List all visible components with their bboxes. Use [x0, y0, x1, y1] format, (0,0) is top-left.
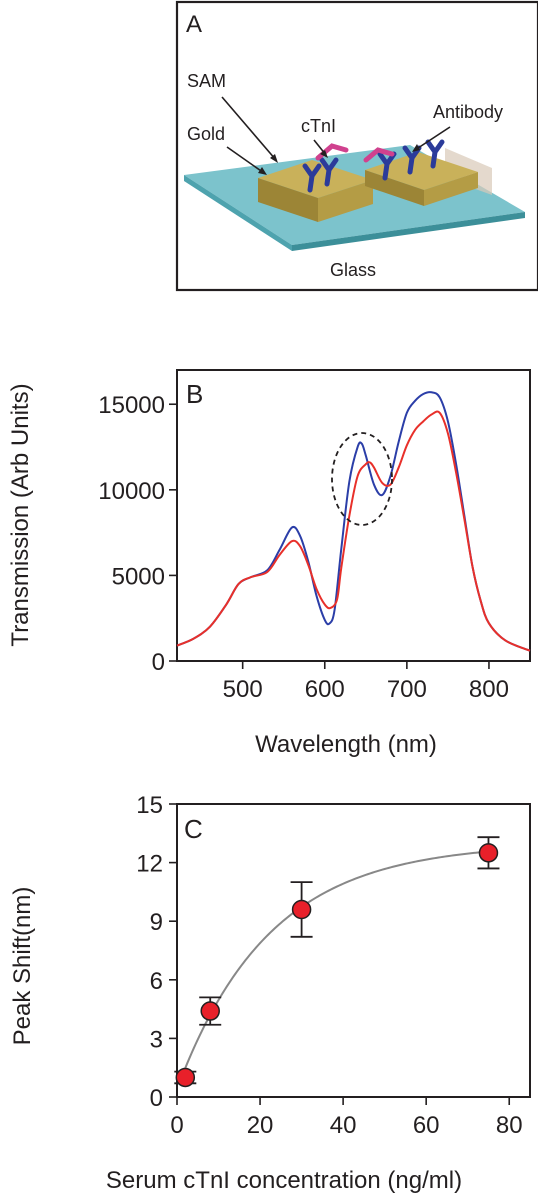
- panel-c-frame: [176, 803, 531, 1098]
- antibody-1: [302, 163, 322, 193]
- gold-block-1-left: [258, 178, 318, 222]
- label-sam: SAM: [187, 71, 226, 91]
- panel-a: A SAM cTnI: [175, 0, 538, 292]
- panel-c-ytick-label: 6: [150, 968, 163, 995]
- panel-c-ytick-label: 9: [150, 909, 163, 936]
- panel-b-xtick-label: 700: [387, 676, 427, 703]
- glass-slide-side-left: [184, 175, 292, 251]
- label-gold: Gold: [187, 124, 225, 144]
- panel-c-label: C: [184, 814, 203, 844]
- panel-b-ytick-label: 10000: [98, 478, 165, 505]
- gold-block-1-top: [258, 160, 373, 198]
- panel-b-xtick-label: 500: [223, 676, 263, 703]
- panel-c-points: [174, 836, 500, 1088]
- panel-c-ytick-label: 12: [136, 851, 163, 878]
- gold-block-1-right: [318, 180, 373, 222]
- panel-b-ylabel: Transmission (Arb Units): [7, 383, 34, 646]
- antibody-pointer: [414, 126, 451, 151]
- data-point-3: [291, 899, 312, 920]
- panel-c-xtick-label: 60: [413, 1112, 440, 1139]
- panel-b-frame: [176, 369, 531, 662]
- gold-pointer: [226, 146, 265, 174]
- panel-a-frame: [175, 0, 538, 292]
- panel-c-ylabel: Peak Shift(nm): [9, 887, 36, 1046]
- panel-b-ticks: 500 600 700 800 0 5000 10000 15000: [98, 392, 509, 703]
- peak-highlight-ellipse: [331, 432, 393, 526]
- panel-b-series-line-2: [176, 410, 531, 652]
- panel-b-ytick-label: 0: [152, 649, 165, 676]
- panel-b-ytick-label: 5000: [112, 563, 165, 590]
- label-ctni: cTnI: [301, 116, 336, 136]
- gold-block-2-left: [365, 170, 424, 206]
- panel-c-ytick-label: 15: [136, 792, 163, 819]
- panel-c-ytick-label: 0: [150, 1085, 163, 1112]
- panel-c-xtick-label: 0: [170, 1112, 183, 1139]
- gold-block-2-right: [424, 172, 478, 206]
- panel-b-xtick-label: 600: [305, 676, 345, 703]
- panel-b-series: [176, 391, 531, 652]
- panel-b-ytick-label: 15000: [98, 392, 165, 419]
- sam-arrowhead: [270, 154, 278, 163]
- data-point-2: [200, 1001, 220, 1021]
- ctni-arrowhead: [320, 150, 328, 158]
- antibody-5: [425, 139, 445, 169]
- data-point-1: [175, 1067, 196, 1088]
- fit-curve: [178, 850, 493, 1085]
- antibody-2: [319, 157, 339, 187]
- panel-c-ticks: 0 20 40 60 80 0 3 6 9 12 15: [136, 792, 522, 1139]
- label-antibody: Antibody: [433, 102, 503, 122]
- label-glass: Glass: [330, 260, 376, 280]
- antibodies: [302, 139, 445, 193]
- panel-c: C 0 20 40 60 80 0 3 6 9 12 15 Serum cTnI concentra…: [9, 792, 531, 1194]
- gold-arrowhead: [258, 167, 267, 175]
- panel-c-xlabel: Serum cTnI concentration (ng/ml): [106, 1167, 462, 1194]
- gold-block-2-top: [365, 152, 478, 190]
- panel-c-xtick-label: 40: [330, 1112, 357, 1139]
- sam-pointer: [221, 96, 277, 161]
- panel-b-xtick-label: 800: [469, 676, 509, 703]
- panel-a-label: A: [186, 11, 202, 38]
- data-point-4: [478, 843, 499, 863]
- ctni-molecule-2: [363, 147, 395, 163]
- panel-b-series-line-1: [176, 391, 531, 652]
- panel-c-xtick-label: 20: [247, 1112, 274, 1139]
- panel-b-label: B: [186, 379, 203, 409]
- antibody-arrowhead: [412, 144, 420, 152]
- panel-c-ytick-label: 3: [150, 1026, 163, 1053]
- glass-slide-side-front: [292, 212, 525, 251]
- panel-b-xlabel: Wavelength (nm): [255, 731, 437, 758]
- panel-b: B 500 600 700 800 0 5000 10000 15000 Wavelength…: [7, 369, 531, 758]
- panel-c-xtick-label: 80: [496, 1112, 523, 1139]
